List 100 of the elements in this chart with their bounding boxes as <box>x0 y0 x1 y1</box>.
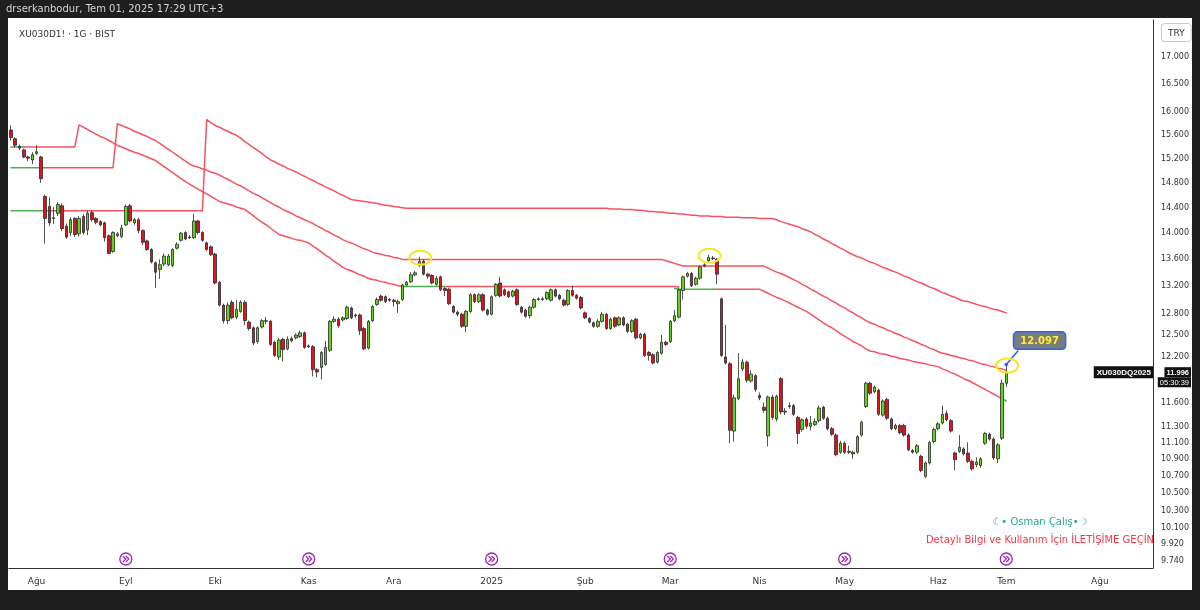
candlestick <box>583 311 587 320</box>
candlestick <box>39 155 43 184</box>
x-tick-label: 2025 <box>480 575 504 586</box>
y-tick-label: 14.400 <box>1161 202 1190 212</box>
candlestick <box>481 292 485 312</box>
candlestick <box>120 224 123 239</box>
y-tick-label: 10.700 <box>1161 471 1190 481</box>
x-tick-label: May <box>835 575 855 586</box>
annotation: 12.097 <box>1020 335 1059 347</box>
x-tick-label: Eki <box>208 575 222 586</box>
candlestick <box>43 194 47 244</box>
candlestick <box>171 247 174 268</box>
candlestick <box>983 431 987 446</box>
candlestick <box>379 294 383 303</box>
candlestick <box>396 299 400 314</box>
annotation: ☾• Osman Çalış•☽ <box>992 515 1088 527</box>
y-tick-label: 12.500 <box>1161 330 1190 340</box>
candlestick <box>409 271 413 284</box>
candlestick <box>669 319 672 344</box>
candlestick <box>371 304 374 323</box>
candlestick <box>515 288 519 307</box>
candlestick <box>915 443 919 455</box>
candlestick <box>566 288 570 307</box>
candlestick <box>452 304 455 314</box>
candlestick <box>179 231 183 243</box>
y-tick-label: 14.800 <box>1161 177 1190 187</box>
candlestick <box>720 297 723 358</box>
candlestick <box>175 241 179 250</box>
y-axis-title: TRY <box>1167 27 1186 38</box>
candlestick <box>35 144 38 156</box>
candlestick <box>847 445 851 455</box>
y-tick-label: 15.600 <box>1161 130 1190 140</box>
x-tick-label: Şub <box>576 575 595 586</box>
candlestick <box>549 288 553 303</box>
y-tick-label: 11.100 <box>1161 437 1190 447</box>
candlestick <box>22 148 26 159</box>
y-tick-label: 12.800 <box>1161 309 1190 319</box>
candlestick <box>758 392 761 401</box>
candlestick <box>311 344 315 377</box>
candlestick <box>124 204 128 227</box>
x-tick-label: Ağu <box>27 575 46 586</box>
candlestick <box>579 295 583 310</box>
candlestick <box>545 290 549 301</box>
candlestick <box>73 216 77 238</box>
y-tick-label: 10.300 <box>1161 505 1190 515</box>
candlestick <box>77 215 81 237</box>
candlestick <box>401 283 404 302</box>
x-tick-label: Mar <box>661 575 680 586</box>
candlestick <box>460 312 464 329</box>
candlestick <box>490 294 493 317</box>
x-tick-label: Kas <box>300 575 318 586</box>
candlestick <box>953 450 957 471</box>
candlestick <box>111 230 115 254</box>
candlestick <box>230 299 234 320</box>
y-tick-label: 13.200 <box>1161 281 1190 291</box>
candlestick <box>651 352 655 365</box>
x-tick-label: Haz <box>929 575 947 586</box>
y-tick-label: 11.300 <box>1161 421 1190 431</box>
candlestick <box>277 337 281 361</box>
candlestick <box>18 144 21 151</box>
candlestick <box>345 305 349 321</box>
candlestick <box>447 287 451 306</box>
text: drserkanbodur, Tem 01, 2025 17:29 UTC+3 <box>6 3 224 14</box>
candlestick <box>979 456 982 469</box>
candlestick <box>792 403 795 417</box>
candlestick <box>613 315 617 329</box>
candlestick <box>520 305 523 314</box>
y-tick-label: 10.100 <box>1161 523 1190 533</box>
candlestick <box>294 333 298 340</box>
candlestick <box>898 423 902 435</box>
y-tick-label: 15.200 <box>1161 153 1190 163</box>
y-tick-label: 14.000 <box>1161 228 1190 238</box>
candlestick <box>996 442 1000 464</box>
candlestick <box>281 337 285 362</box>
y-tick-label: 13.600 <box>1161 254 1190 264</box>
candlestick <box>375 297 379 307</box>
x-tick-label: Tem <box>996 575 1016 586</box>
candlestick <box>617 315 621 327</box>
candlestick <box>588 316 591 324</box>
y-tick-label: 10.500 <box>1161 488 1190 498</box>
y-tick-label: 10.900 <box>1161 454 1190 464</box>
candlestick <box>817 405 821 423</box>
candlestick <box>860 420 863 438</box>
candlestick <box>745 360 749 383</box>
text: XU030D1! · 1G · BIST <box>19 28 116 39</box>
y-tick-label: 9.920 <box>1161 539 1184 549</box>
x-tick-label: Ağu <box>1091 575 1109 586</box>
y-tick-label: 16.000 <box>1161 107 1190 117</box>
y-tick-label: 11.600 <box>1161 398 1190 408</box>
candlestick <box>243 299 247 326</box>
candlestick <box>766 395 770 447</box>
candlestick <box>796 415 800 445</box>
candlestick <box>958 434 961 454</box>
annotation: Detaylı Bilgi ve Kullanım İçin İLETİŞİME GEÇİN <box>925 532 1155 545</box>
candlestick <box>498 276 502 298</box>
x-tick-label: Nis <box>752 575 767 586</box>
y-tick-label: 9.740 <box>1161 556 1184 566</box>
candlestick <box>864 381 868 409</box>
x-tick-label: Eyl <box>119 575 133 586</box>
candlestick <box>226 301 230 325</box>
